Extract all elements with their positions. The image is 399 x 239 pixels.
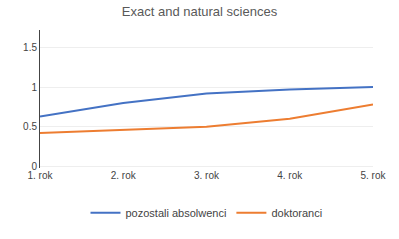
svg-text:pozostali absolwenci: pozostali absolwenci [126, 207, 227, 219]
svg-text:2. rok: 2. rok [111, 170, 137, 181]
svg-text:3. rok: 3. rok [194, 170, 220, 181]
svg-text:0: 0 [31, 161, 37, 172]
svg-text:4. rok: 4. rok [277, 170, 303, 181]
svg-text:doktoranci: doktoranci [271, 207, 322, 219]
svg-text:0.5: 0.5 [23, 121, 37, 132]
svg-text:Exact and natural sciences: Exact and natural sciences [122, 4, 278, 19]
svg-text:1.5: 1.5 [23, 42, 37, 53]
svg-text:1: 1 [31, 82, 37, 93]
svg-text:1. rok: 1. rok [27, 170, 53, 181]
svg-text:5. rok: 5. rok [360, 170, 386, 181]
